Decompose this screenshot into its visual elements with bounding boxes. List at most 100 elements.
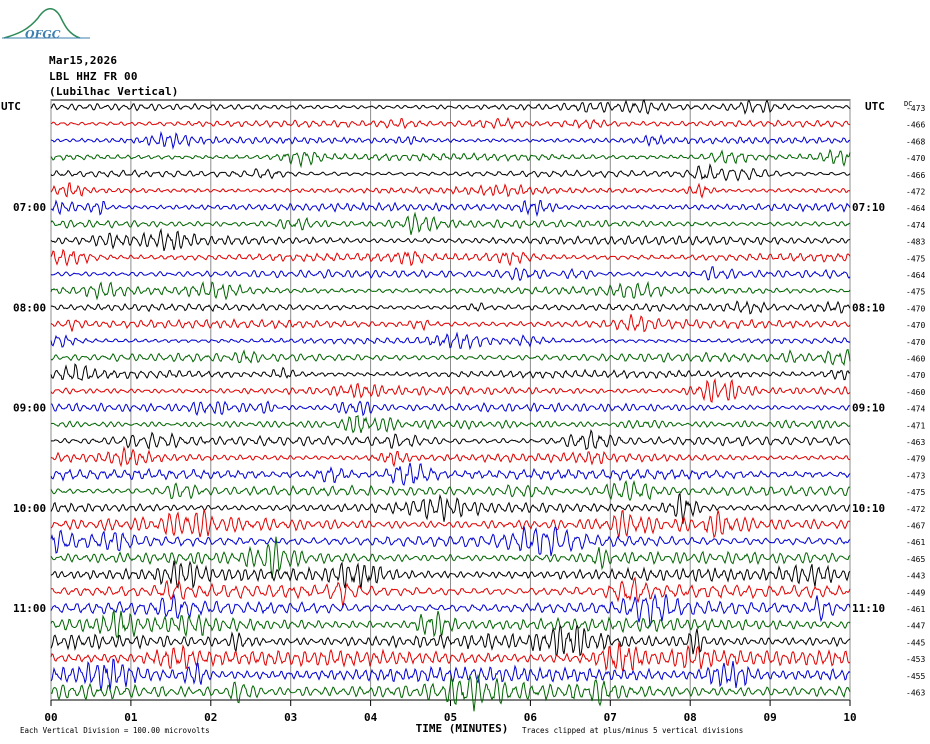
trace-line — [50, 526, 851, 557]
dc-offset-label: -445 — [906, 638, 925, 647]
trace-line — [50, 331, 851, 351]
x-tick-label: 07 — [604, 711, 617, 724]
trace-line — [50, 479, 851, 502]
trace-line — [50, 148, 851, 169]
trace-line — [50, 608, 851, 639]
scale-note: Each Vertical Division = 100.00 microvol… — [20, 726, 210, 735]
dc-offset-label: -461 — [906, 605, 925, 614]
dc-offset-label: -472 — [906, 505, 925, 514]
dc-offset-label: -468 — [906, 137, 925, 146]
trace-line — [50, 163, 851, 182]
dc-offset-label: -472 — [906, 188, 925, 197]
x-tick-label: 01 — [124, 711, 138, 724]
left-axis-label: UTC — [1, 100, 21, 113]
dc-offset-label: -474 — [906, 405, 925, 414]
left-time-label: 07:00 — [13, 201, 46, 214]
trace-line — [50, 536, 851, 579]
trace-line — [50, 623, 851, 657]
trace-line — [50, 182, 851, 199]
dc-offset-label: -475 — [906, 254, 925, 263]
dc-offset-label: -465 — [906, 555, 925, 564]
trace-line — [50, 98, 851, 115]
x-tick-label: 08 — [684, 711, 697, 724]
left-time-label: 09:00 — [13, 402, 46, 415]
dc-offset-label: -460 — [906, 388, 925, 397]
header-location: (Lubilhac Vertical) — [49, 85, 179, 98]
dc-offset-label: -447 — [906, 622, 925, 631]
x-tick-label: 10 — [843, 711, 856, 724]
right-axis-label: UTC — [865, 100, 885, 113]
dc-offset-label: -483 — [906, 238, 925, 247]
dc-offset-label: -466 — [906, 171, 925, 180]
dc-offset-label: -463 — [906, 438, 925, 447]
left-time-label: 08:00 — [13, 301, 46, 314]
trace-line — [50, 673, 851, 712]
dc-offset-label: -470 — [906, 371, 925, 380]
x-axis-title: TIME (MINUTES) — [416, 722, 509, 735]
trace-line — [50, 300, 851, 315]
dc-offset-label: -470 — [906, 321, 925, 330]
right-time-label: 08:10 — [852, 301, 885, 314]
dc-offset-label: -463 — [906, 689, 925, 698]
trace-line — [50, 199, 851, 218]
trace-line — [50, 593, 851, 628]
x-tick-label: 05 — [444, 711, 457, 724]
dc-offset-label: -466 — [906, 121, 925, 130]
dc-offset-label: -467 — [906, 522, 925, 531]
right-time-label: 11:10 — [852, 602, 885, 615]
left-time-label: 11:00 — [13, 602, 46, 615]
trace-line — [50, 116, 851, 130]
right-time-label: 07:10 — [852, 201, 885, 214]
x-tick-label: 03 — [284, 711, 297, 724]
clip-note: Traces clipped at plus/minus 5 vertical … — [522, 726, 743, 735]
trace-line — [50, 576, 851, 608]
trace-line — [50, 227, 851, 252]
trace-line — [50, 658, 851, 691]
dc-offset-label: -453 — [906, 655, 925, 664]
x-tick-label: 06 — [524, 711, 538, 724]
x-tick-label: 04 — [364, 711, 378, 724]
x-tick-label: 00 — [44, 711, 57, 724]
trace-line — [50, 560, 851, 590]
trace-line — [50, 280, 851, 301]
header-date: Mar15,2026 — [49, 54, 118, 67]
logo-icon — [2, 8, 90, 39]
trace-line — [50, 428, 851, 450]
header-station: LBL HHZ FR 00 — [49, 70, 138, 83]
trace-line — [50, 445, 851, 468]
dc-offset-label: -461 — [906, 538, 925, 547]
trace-line — [50, 130, 851, 150]
dc-offset-label: -475 — [906, 488, 925, 497]
trace-line — [50, 414, 851, 434]
trace-line — [50, 377, 851, 403]
trace-line — [50, 211, 851, 235]
right-time-label: 09:10 — [852, 402, 885, 415]
dc-offset-label: -460 — [906, 355, 925, 364]
trace-line — [50, 642, 851, 673]
dc-offset-label: -473 — [906, 471, 925, 480]
trace-line — [50, 348, 851, 366]
dc-offset-label: -470 — [906, 304, 925, 313]
dc-offset-label: -443 — [906, 572, 925, 581]
trace-line — [50, 248, 851, 267]
trace-line — [50, 462, 851, 486]
dc-offset-label: -470 — [906, 338, 925, 347]
dc-offset-label: -455 — [906, 672, 925, 681]
trace-line — [50, 400, 851, 417]
dc-offset-label: -471 — [906, 421, 925, 430]
right-time-label: 10:10 — [852, 502, 885, 515]
dc-offset-label: -473 — [906, 104, 925, 113]
dc-offset-label: -474 — [906, 221, 925, 230]
dc-offset-label: -475 — [906, 288, 925, 297]
trace-line — [50, 314, 851, 333]
x-tick-label: 02 — [204, 711, 217, 724]
left-time-label: 10:00 — [13, 502, 46, 515]
trace-line — [50, 363, 851, 381]
dc-header-label: DC — [904, 100, 912, 108]
x-tick-label: 09 — [763, 711, 776, 724]
dc-offset-label: -470 — [906, 154, 925, 163]
trace-line — [50, 508, 851, 539]
trace-line — [50, 492, 851, 524]
trace-line — [50, 266, 851, 282]
